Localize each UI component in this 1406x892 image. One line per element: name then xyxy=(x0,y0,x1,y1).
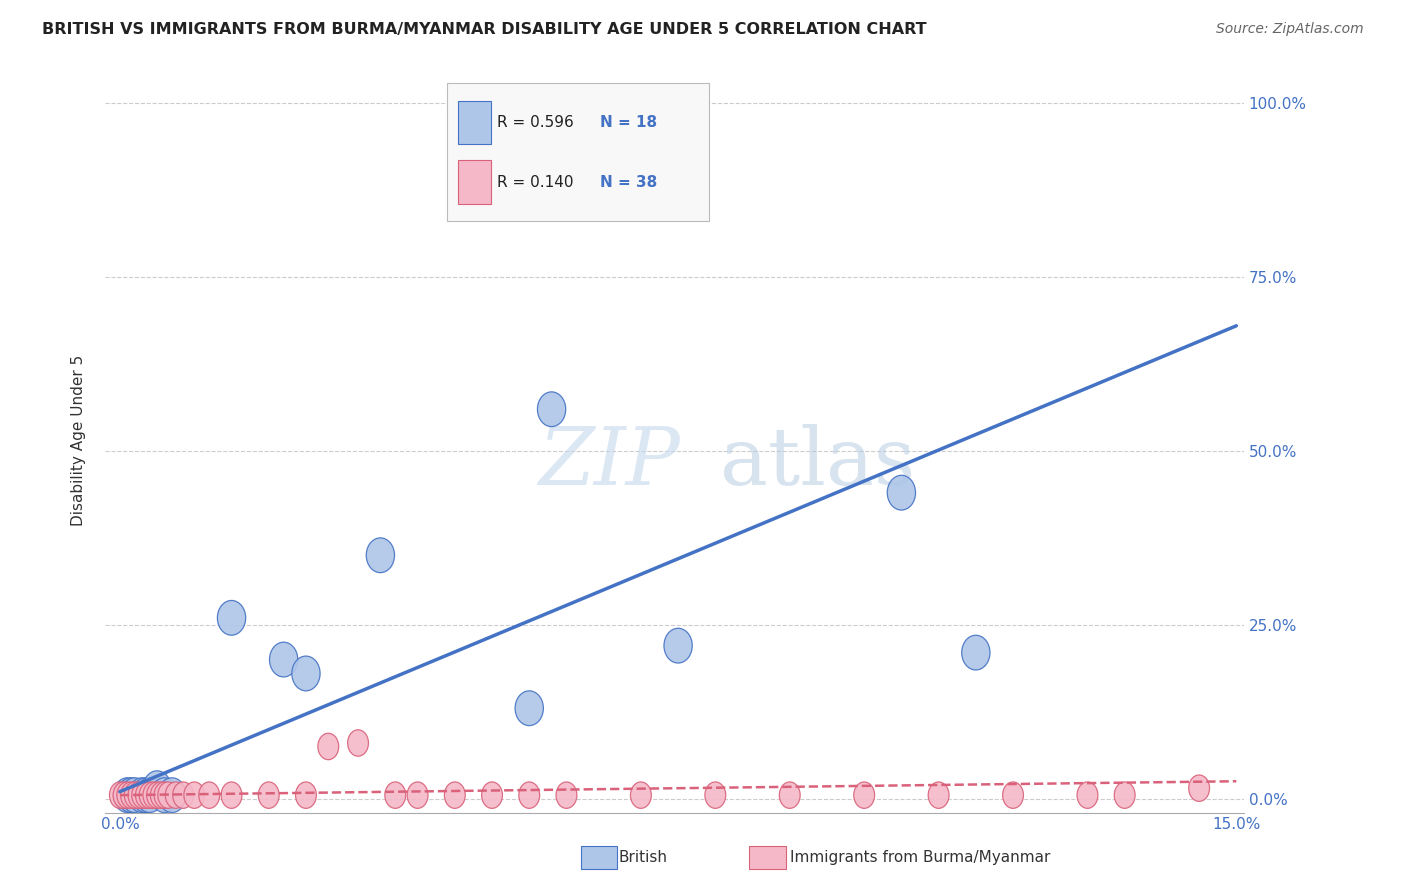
Ellipse shape xyxy=(1002,782,1024,808)
Text: N = 18: N = 18 xyxy=(600,115,658,130)
Ellipse shape xyxy=(482,782,502,808)
FancyBboxPatch shape xyxy=(447,83,709,221)
Ellipse shape xyxy=(292,657,321,690)
Ellipse shape xyxy=(117,782,138,808)
Ellipse shape xyxy=(515,690,543,725)
Text: ZIP: ZIP xyxy=(537,424,679,501)
Ellipse shape xyxy=(112,782,134,808)
Ellipse shape xyxy=(704,782,725,808)
Text: British: British xyxy=(619,850,668,864)
Ellipse shape xyxy=(270,642,298,677)
Ellipse shape xyxy=(124,782,145,808)
Ellipse shape xyxy=(555,782,576,808)
Ellipse shape xyxy=(139,782,160,808)
Ellipse shape xyxy=(166,782,186,808)
Text: Source: ZipAtlas.com: Source: ZipAtlas.com xyxy=(1216,22,1364,37)
Ellipse shape xyxy=(157,782,179,808)
Ellipse shape xyxy=(155,782,174,808)
Ellipse shape xyxy=(887,475,915,510)
Ellipse shape xyxy=(218,600,246,635)
Ellipse shape xyxy=(150,778,179,813)
Ellipse shape xyxy=(1188,775,1209,801)
Ellipse shape xyxy=(132,782,153,808)
Ellipse shape xyxy=(853,782,875,808)
Text: N = 38: N = 38 xyxy=(600,175,658,190)
Ellipse shape xyxy=(519,782,540,808)
Y-axis label: Disability Age Under 5: Disability Age Under 5 xyxy=(72,355,86,526)
Ellipse shape xyxy=(143,771,172,805)
Ellipse shape xyxy=(143,782,163,808)
Text: Immigrants from Burma/Myanmar: Immigrants from Burma/Myanmar xyxy=(790,850,1050,864)
Ellipse shape xyxy=(1115,782,1135,808)
Ellipse shape xyxy=(962,635,990,670)
Ellipse shape xyxy=(184,782,205,808)
Ellipse shape xyxy=(630,782,651,808)
Ellipse shape xyxy=(385,782,406,808)
Ellipse shape xyxy=(259,782,280,808)
Ellipse shape xyxy=(408,782,427,808)
Text: R = 0.140: R = 0.140 xyxy=(496,175,574,190)
Ellipse shape xyxy=(132,778,160,813)
Ellipse shape xyxy=(318,733,339,760)
Ellipse shape xyxy=(664,628,692,663)
Ellipse shape xyxy=(366,538,395,573)
Ellipse shape xyxy=(112,778,142,813)
Ellipse shape xyxy=(121,778,149,813)
Ellipse shape xyxy=(128,778,156,813)
Ellipse shape xyxy=(221,782,242,808)
Text: R = 0.596: R = 0.596 xyxy=(496,115,574,130)
Ellipse shape xyxy=(146,782,167,808)
Ellipse shape xyxy=(157,778,186,813)
FancyBboxPatch shape xyxy=(458,160,491,204)
FancyBboxPatch shape xyxy=(458,101,491,145)
Ellipse shape xyxy=(347,730,368,756)
Ellipse shape xyxy=(135,778,163,813)
Ellipse shape xyxy=(110,782,131,808)
Ellipse shape xyxy=(128,782,149,808)
Ellipse shape xyxy=(150,782,172,808)
Ellipse shape xyxy=(444,782,465,808)
Ellipse shape xyxy=(1077,782,1098,808)
Ellipse shape xyxy=(198,782,219,808)
Ellipse shape xyxy=(779,782,800,808)
Ellipse shape xyxy=(295,782,316,808)
Ellipse shape xyxy=(173,782,194,808)
Text: atlas: atlas xyxy=(720,424,915,502)
Text: BRITISH VS IMMIGRANTS FROM BURMA/MYANMAR DISABILITY AGE UNDER 5 CORRELATION CHAR: BRITISH VS IMMIGRANTS FROM BURMA/MYANMAR… xyxy=(42,22,927,37)
Ellipse shape xyxy=(537,392,565,426)
Ellipse shape xyxy=(928,782,949,808)
Ellipse shape xyxy=(117,778,145,813)
Ellipse shape xyxy=(121,782,142,808)
Ellipse shape xyxy=(135,782,156,808)
